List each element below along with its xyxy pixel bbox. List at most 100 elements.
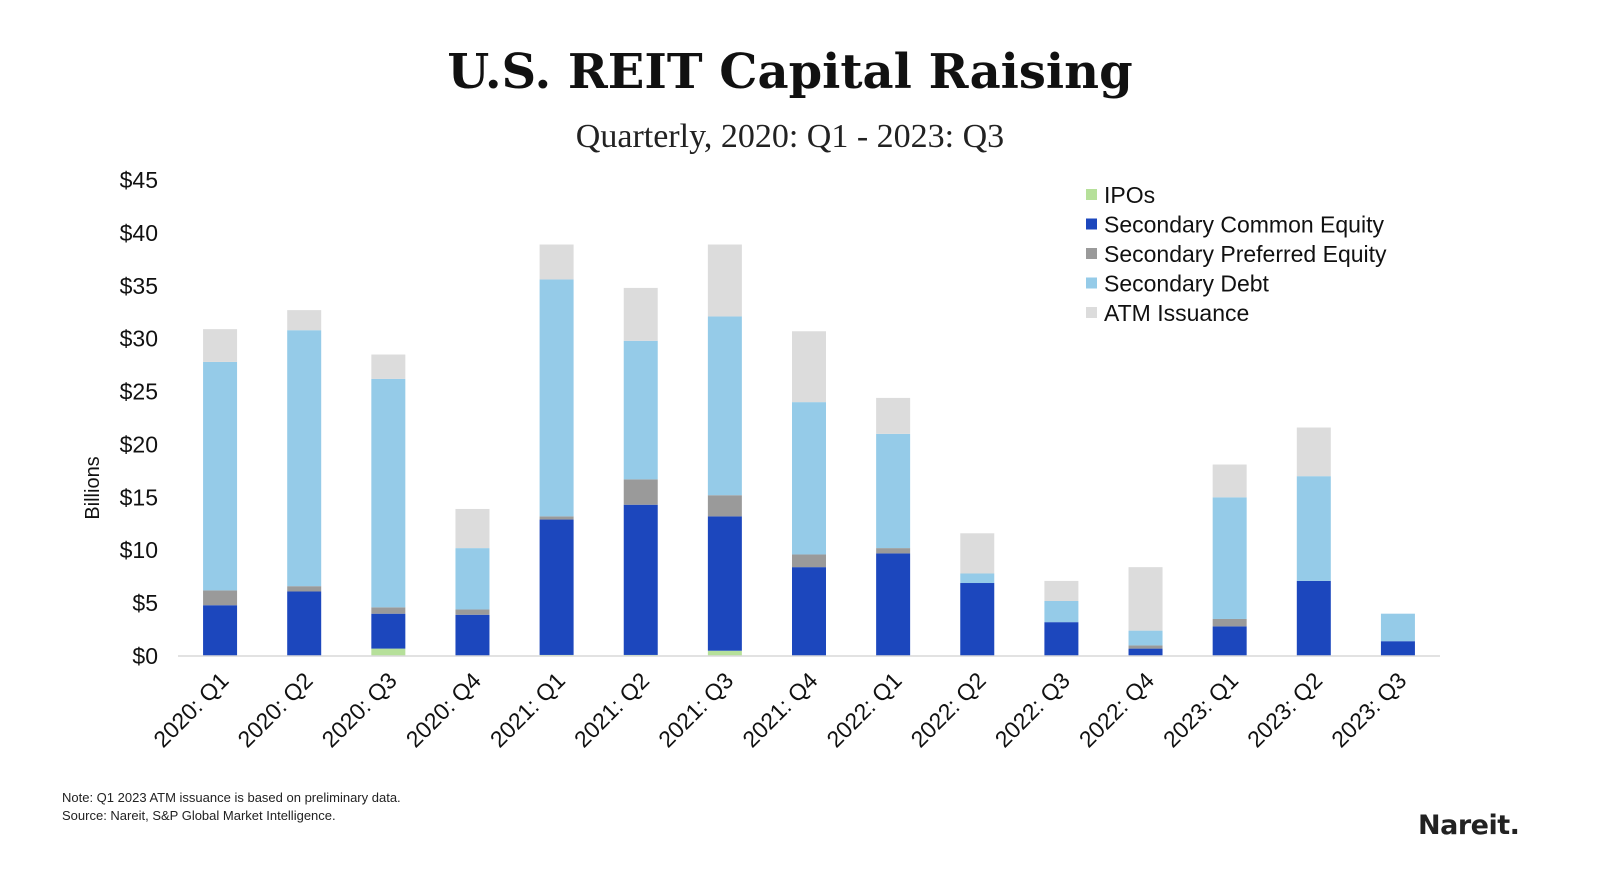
bar-segment-secondary-preferred-equity	[371, 607, 406, 614]
y-tick-label: $45	[120, 167, 158, 193]
bar-segment-secondary-debt	[960, 573, 995, 584]
bar-segment-secondary-preferred-equity	[1212, 618, 1247, 627]
bar-segment-secondary-debt	[876, 433, 911, 549]
bar-segment-secondary-common-equity	[623, 504, 658, 655]
legend-item: Secondary Common Equity	[1086, 212, 1384, 238]
y-tick-label: $40	[120, 220, 158, 246]
bar-segment-secondary-preferred-equity	[623, 479, 658, 505]
bar-stack	[371, 354, 406, 656]
bar-segment-secondary-debt	[1212, 497, 1247, 619]
bar-segment-secondary-common-equity	[1128, 648, 1163, 656]
bar-segment-secondary-common-equity	[203, 605, 238, 656]
bar-segment-secondary-preferred-equity	[203, 590, 238, 606]
y-tick-label: $35	[120, 273, 158, 299]
bar-segment-secondary-debt	[1380, 613, 1415, 642]
legend-swatch	[1086, 277, 1097, 289]
y-tick-label: $30	[120, 326, 158, 352]
x-tick-label: 2020: Q4	[401, 667, 486, 752]
y-tick-label: $20	[120, 431, 158, 457]
bar-segment-secondary-common-equity	[539, 519, 574, 655]
bar-segment-atm-issuance	[539, 244, 574, 280]
bar-stack	[287, 310, 322, 656]
chart-source: Source: Nareit, S&P Global Market Intell…	[62, 808, 336, 823]
bar-segment-secondary-debt	[371, 378, 406, 608]
bar-segment-atm-issuance	[876, 397, 911, 434]
legend-swatch	[1086, 307, 1097, 318]
bar-segment-secondary-debt	[1128, 630, 1163, 646]
bar-segment-secondary-debt	[203, 361, 238, 591]
x-tick-label: 2023: Q1	[1158, 667, 1243, 752]
bar-segment-atm-issuance	[1296, 427, 1331, 477]
bar-segment-secondary-debt	[707, 316, 742, 496]
legend-label: IPOs	[1104, 182, 1155, 208]
nareit-logo: Nareit.	[1418, 810, 1520, 841]
bar-segment-secondary-preferred-equity	[287, 586, 322, 592]
bar-segment-secondary-preferred-equity	[707, 495, 742, 517]
bar-stack	[1128, 567, 1163, 656]
bar-segment-atm-issuance	[960, 533, 995, 574]
bar-segment-secondary-preferred-equity	[539, 516, 574, 520]
bar-segment-secondary-debt	[287, 330, 322, 587]
x-tick-label: 2021: Q1	[485, 667, 570, 752]
bar-stack	[1296, 427, 1331, 656]
legend: IPOs Secondary Common Equity Secondary Pre…	[1086, 182, 1387, 326]
bar-segment-secondary-debt	[455, 548, 490, 610]
bar-segment-secondary-common-equity	[1296, 580, 1331, 656]
legend-swatch	[1086, 248, 1097, 259]
x-tick-label: 2020: Q1	[148, 667, 233, 752]
bar-stack	[792, 331, 826, 656]
y-tick-label: $5	[132, 590, 158, 616]
bar-segment-secondary-preferred-equity	[1128, 645, 1163, 649]
bar-stack	[707, 244, 742, 656]
x-tick-label: 2021: Q4	[737, 667, 822, 752]
bar-stack	[1380, 613, 1415, 656]
bar-segment-atm-issuance	[1044, 580, 1079, 601]
x-tick-label: 2020: Q3	[317, 667, 402, 752]
y-axis: $0 $5 $10 $15 $20 $25 $30 $35 $40 $45	[120, 167, 158, 669]
bar-stack	[539, 244, 574, 656]
x-tick-label: 2023: Q3	[1326, 667, 1411, 752]
bar-segment-atm-issuance	[371, 354, 406, 379]
bar-segment-secondary-common-equity	[960, 583, 995, 656]
bar-stack	[455, 508, 490, 656]
y-tick-label: $15	[120, 484, 158, 510]
bar-segment-atm-issuance	[203, 329, 238, 362]
bar-stack	[1212, 464, 1247, 656]
bar-stack	[203, 329, 238, 656]
bar-segment-atm-issuance	[1128, 567, 1163, 631]
bar-segment-secondary-preferred-equity	[455, 609, 490, 615]
x-tick-label: 2021: Q3	[653, 667, 738, 752]
chart-subtitle: Quarterly, 2020: Q1 - 2023: Q3	[575, 118, 1005, 155]
chart-title: U.S. REIT Capital Raising	[447, 44, 1133, 100]
legend-item: ATM Issuance	[1086, 300, 1249, 326]
x-tick-label: 2020: Q2	[232, 667, 317, 752]
bar-segment-atm-issuance	[1212, 464, 1247, 498]
legend-label: ATM Issuance	[1104, 300, 1249, 326]
y-tick-label: $0	[132, 643, 158, 669]
y-axis-label: Billions	[82, 456, 104, 519]
y-tick-label: $10	[120, 537, 158, 563]
bar-segment-atm-issuance	[792, 331, 826, 403]
bar-segment-secondary-common-equity	[455, 614, 490, 656]
bar-segment-atm-issuance	[455, 508, 490, 549]
bar-segment-secondary-common-equity	[371, 613, 406, 649]
legend-swatch	[1086, 189, 1097, 200]
chart-note: Note: Q1 2023 ATM issuance is based on p…	[62, 790, 401, 805]
bar-segment-atm-issuance	[623, 287, 658, 341]
bar-stack	[1044, 580, 1079, 656]
bar-segment-ipos	[707, 650, 742, 656]
bar-segment-secondary-debt	[539, 279, 574, 517]
bar-stack	[623, 287, 658, 656]
bar-segment-atm-issuance	[287, 310, 322, 331]
legend-swatch	[1086, 218, 1097, 230]
x-tick-label: 2022: Q4	[1074, 667, 1159, 752]
legend-label: Secondary Common Equity	[1104, 212, 1384, 238]
x-tick-label: 2022: Q3	[990, 667, 1075, 752]
bar-stack	[876, 397, 911, 656]
legend-item: IPOs	[1086, 182, 1155, 208]
bar-segment-secondary-common-equity	[287, 591, 322, 656]
bar-stacks	[203, 244, 1415, 656]
bar-segment-secondary-common-equity	[1044, 622, 1079, 656]
x-tick-label: 2021: Q2	[569, 667, 654, 752]
